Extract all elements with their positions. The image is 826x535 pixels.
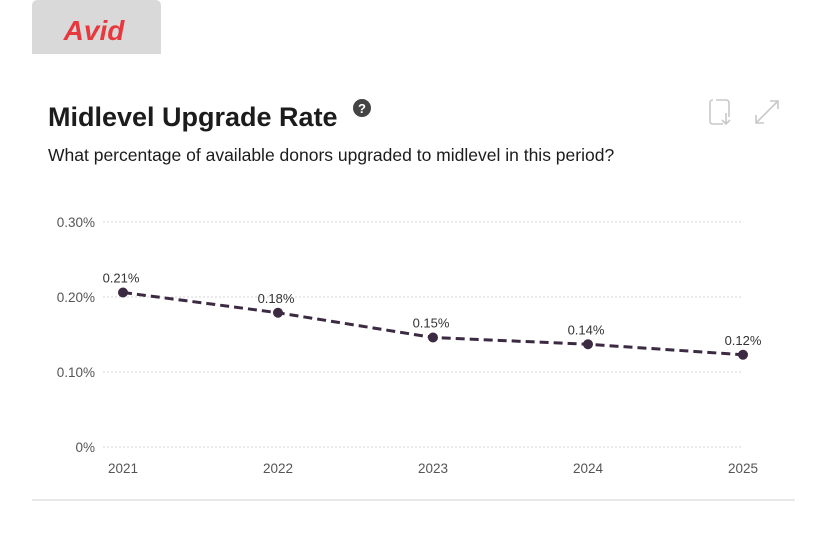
- logo-box: [32, 0, 161, 54]
- y-tick-label: 0.30%: [57, 215, 95, 230]
- x-tick-label: 2023: [418, 461, 448, 476]
- point: [118, 287, 128, 298]
- help-icon[interactable]: [353, 99, 371, 117]
- x-tick-label: 2021: [108, 461, 138, 476]
- expand-icon[interactable]: [755, 100, 779, 124]
- y-tick-label: 0.10%: [57, 365, 95, 380]
- chart-title: Midlevel Upgrade Rate: [48, 102, 338, 132]
- download-icon[interactable]: [709, 99, 731, 126]
- data-label: 0.21%: [103, 271, 140, 286]
- y-tick-label: 0%: [75, 440, 95, 455]
- logo: Avid: [63, 15, 126, 46]
- data-label: 0.14%: [568, 322, 605, 337]
- help-icon-label: ?: [358, 101, 366, 116]
- x-tick-label: 2025: [728, 461, 758, 476]
- chart-subtitle: What percentage of available donors upgr…: [48, 145, 614, 165]
- x-tick-label: 2024: [573, 461, 604, 476]
- point: [738, 349, 748, 360]
- point: [428, 332, 438, 343]
- point: [583, 339, 593, 350]
- data-label: 0.12%: [725, 333, 762, 348]
- data-label: 0.18%: [258, 291, 295, 306]
- data-label: 0.15%: [413, 316, 450, 331]
- point: [273, 307, 283, 318]
- plot: 0% 0.10% 0.20% 0.30% 2021 2022 2023 2024 2025 0.2…: [57, 215, 762, 476]
- y-tick-label: 0.20%: [57, 290, 95, 305]
- x-tick-label: 2022: [263, 461, 293, 476]
